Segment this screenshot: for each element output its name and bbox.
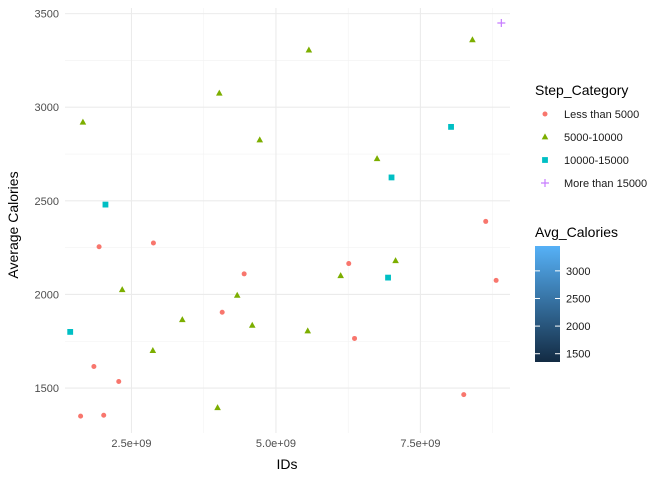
- x-tick-label: 7.5e+09: [400, 438, 440, 450]
- legend-key-marker: [541, 179, 549, 187]
- data-point: [216, 89, 223, 96]
- data-point: [256, 136, 264, 143]
- data-point: [469, 36, 476, 43]
- data-point: [392, 257, 399, 264]
- color-legend-keys: Less than 5000 5000-10000 10000-15000 More …: [541, 109, 647, 190]
- data-point: [448, 123, 454, 130]
- data-point: [483, 218, 489, 224]
- axis-ticks: 2.5e+09 5.0e+09 7.5e+09 1500 2000 2500 3000 350…: [35, 9, 441, 450]
- data-point: [102, 201, 109, 208]
- grid-lines: [65, 8, 510, 433]
- data-point: [305, 46, 313, 53]
- colorbar-break-label: 2000: [566, 321, 590, 333]
- gradient-legend-breaks: 1500 2000 2500 3000: [535, 266, 590, 361]
- data-point: [91, 364, 97, 370]
- data-point: [352, 335, 358, 341]
- y-tick-label: 2000: [35, 289, 59, 301]
- y-tick-label: 2500: [35, 196, 59, 208]
- colorbar-break-label: 3000: [566, 266, 590, 278]
- data-point: [67, 328, 74, 335]
- y-axis-title: Average Calories: [5, 171, 21, 278]
- color-legend-title: Step_Category: [535, 82, 628, 98]
- legend-key-label: More than 15000: [564, 178, 647, 190]
- data-point: [346, 261, 352, 267]
- legend-key-label: 10000-15000: [564, 155, 629, 167]
- legend-key-marker: [541, 133, 549, 140]
- gradient-colorbar: [535, 246, 560, 362]
- data-point: [101, 412, 107, 418]
- data-point: [233, 291, 241, 298]
- colorbar-break-label: 2500: [566, 293, 590, 305]
- data-point: [385, 274, 391, 281]
- data-point: [79, 118, 87, 125]
- y-tick-label: 3000: [35, 102, 59, 114]
- colorbar-break-label: 1500: [566, 349, 590, 361]
- data-point: [461, 392, 467, 398]
- data-point: [497, 18, 506, 27]
- color-legend: Step_Category Less than 5000 5000-10000 10…: [535, 82, 647, 190]
- legend-key-marker: [542, 157, 548, 163]
- data-point: [149, 347, 157, 354]
- data-point: [118, 286, 126, 293]
- data-point: [214, 404, 221, 411]
- data-points: [67, 18, 506, 419]
- data-point: [219, 309, 225, 315]
- data-point: [373, 155, 381, 162]
- legend-key-marker: [542, 111, 548, 117]
- data-point: [96, 244, 102, 250]
- gradient-legend: Avg_Calories 1500 2000 2500 3000: [535, 224, 618, 362]
- data-point: [493, 277, 499, 283]
- data-point: [150, 240, 156, 246]
- data-point: [304, 327, 312, 334]
- data-point: [248, 321, 256, 328]
- data-point: [179, 316, 186, 323]
- x-tick-label: 2.5e+09: [111, 438, 151, 450]
- data-point: [241, 271, 247, 277]
- legend-key-label: 5000-10000: [564, 132, 623, 144]
- y-tick-label: 3500: [35, 9, 59, 21]
- legend-key-label: Less than 5000: [564, 109, 639, 121]
- gradient-legend-title: Avg_Calories: [535, 224, 618, 240]
- data-point: [116, 379, 122, 385]
- x-axis-title: IDs: [277, 456, 298, 472]
- data-point: [388, 174, 395, 181]
- y-tick-label: 1500: [35, 383, 59, 395]
- data-point: [78, 413, 84, 419]
- data-point: [337, 272, 344, 279]
- x-tick-label: 5.0e+09: [256, 438, 296, 450]
